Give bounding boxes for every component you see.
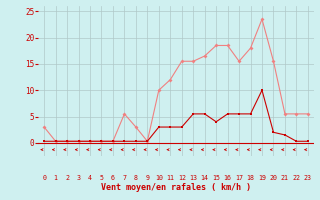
X-axis label: Vent moyen/en rafales ( km/h ): Vent moyen/en rafales ( km/h ) <box>101 183 251 192</box>
